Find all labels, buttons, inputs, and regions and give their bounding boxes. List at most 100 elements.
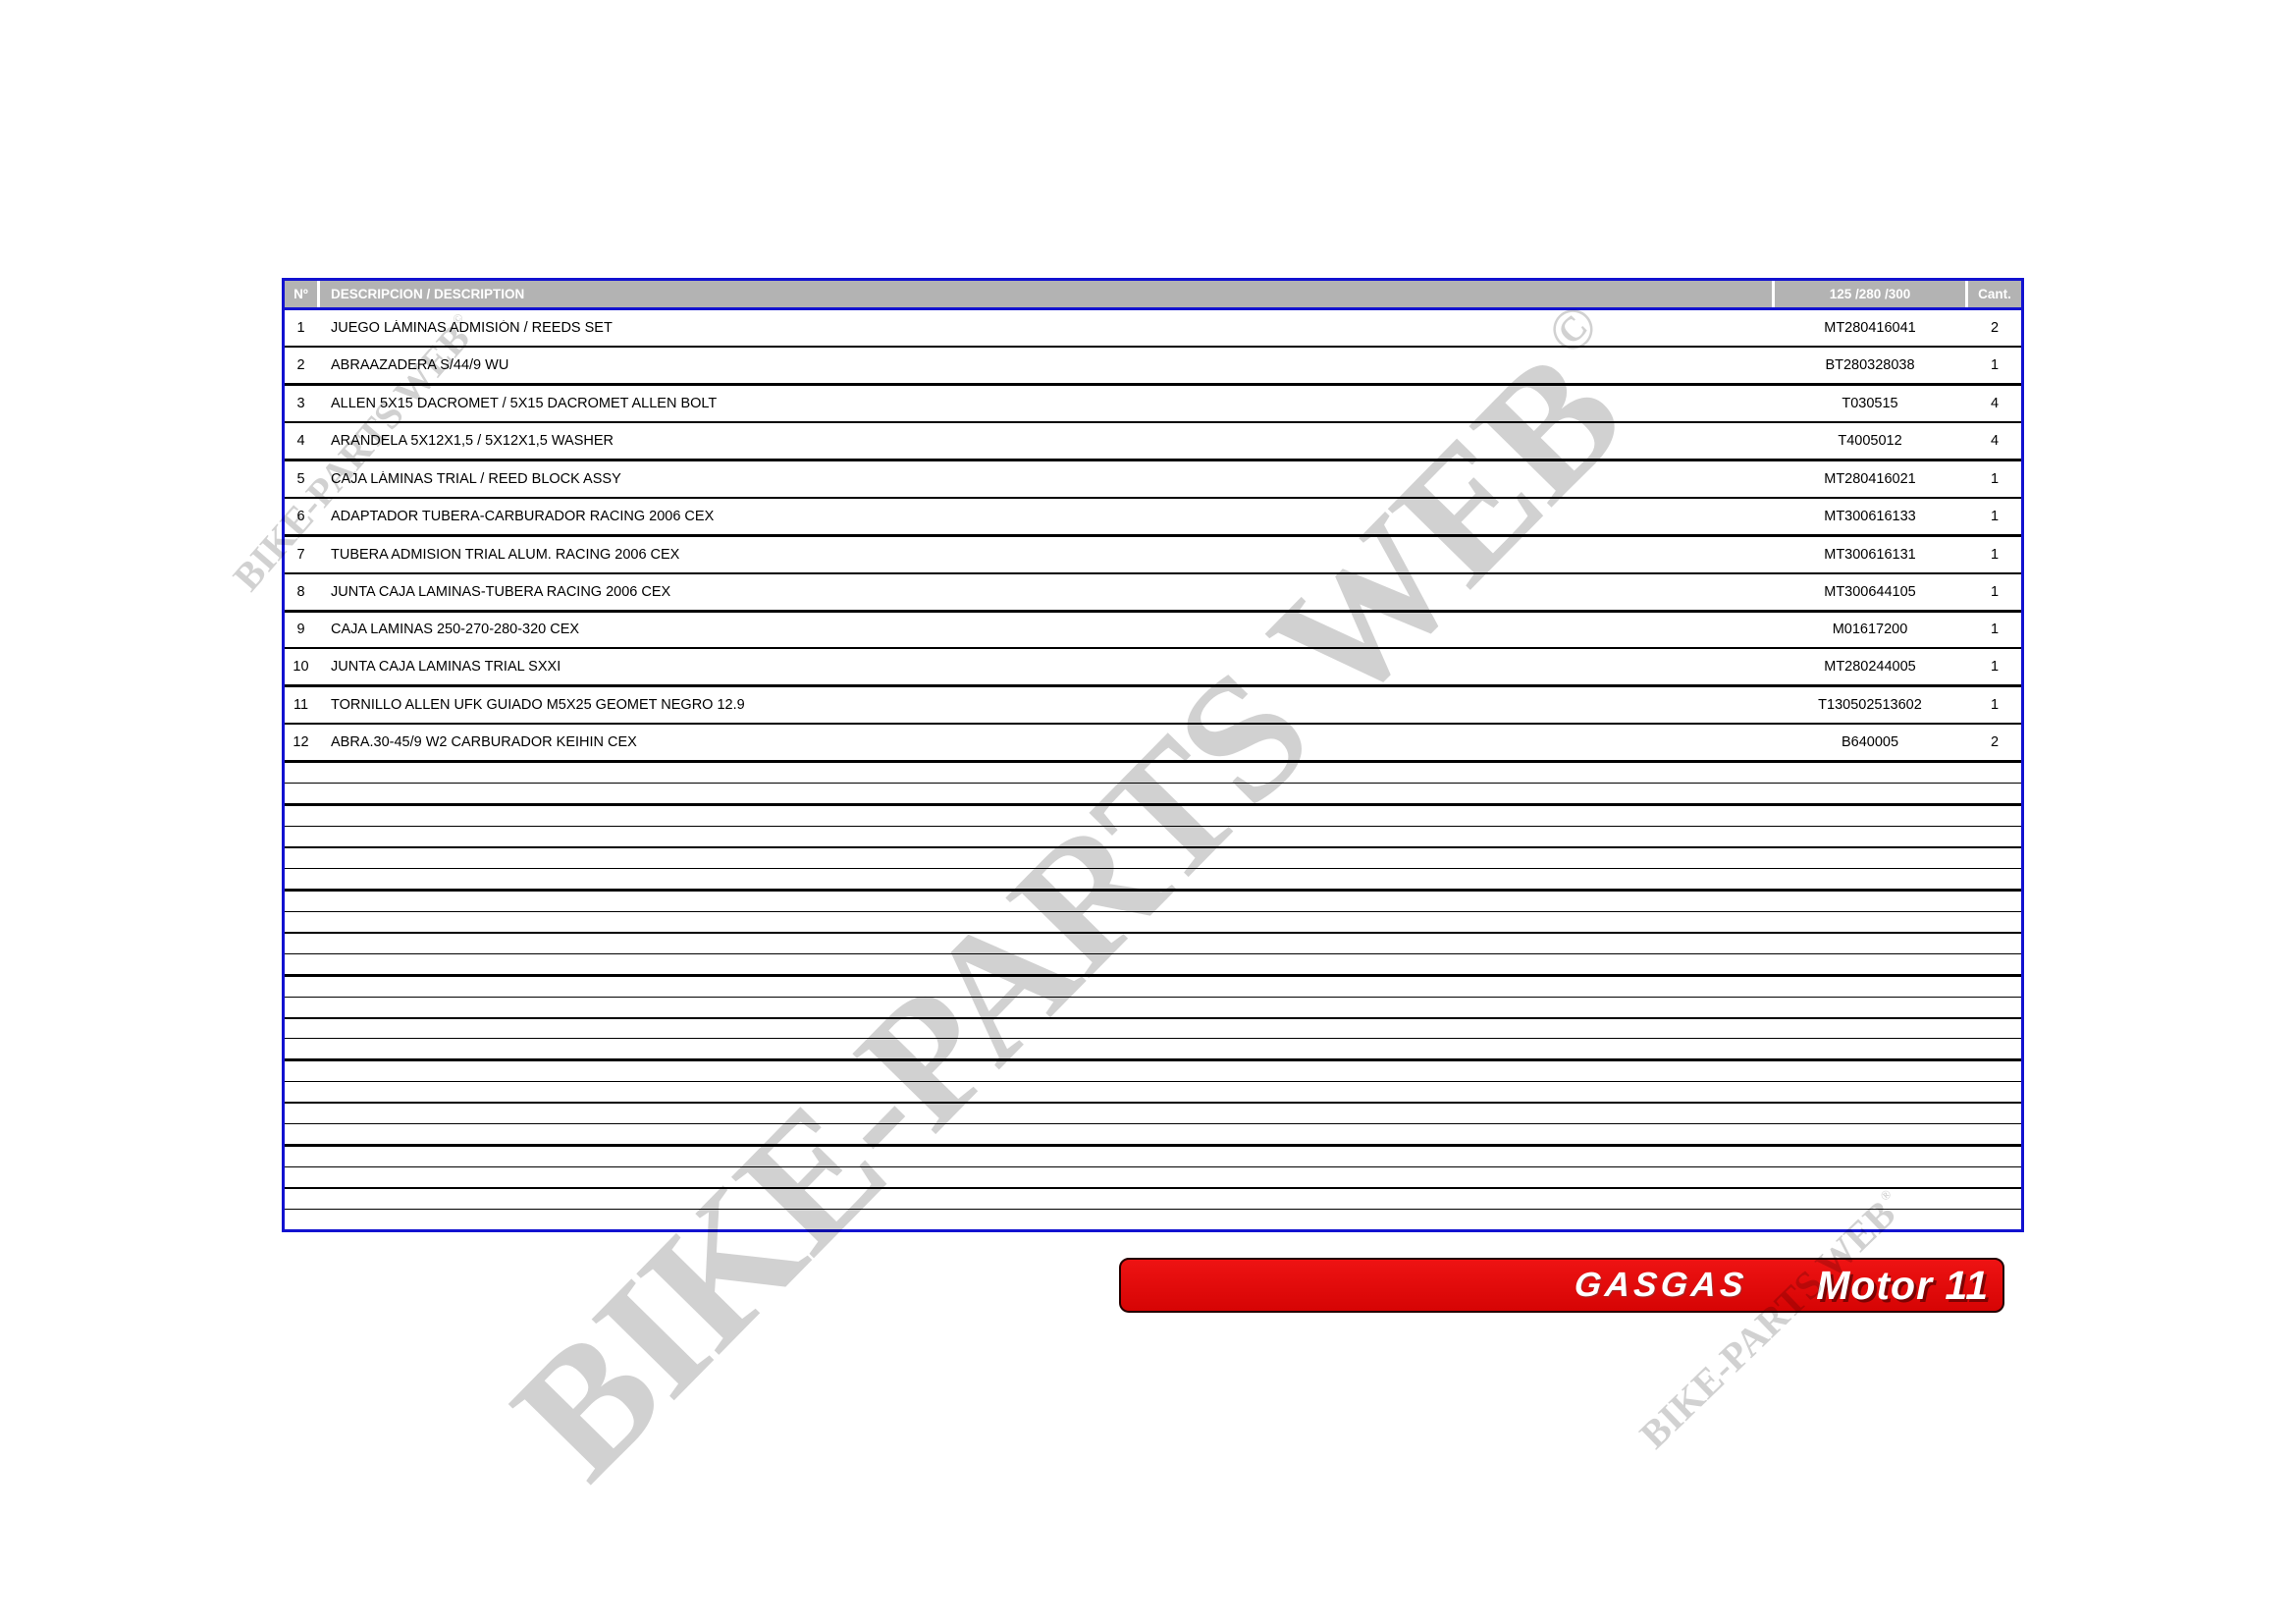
row-description: TUBERA ADMISION TRIAL ALUM. RACING 2006 … <box>331 546 680 563</box>
header-ref: 125 /280 /300 <box>1829 287 1911 301</box>
row-ref: MT280244005 <box>1824 659 1916 676</box>
table-row-empty <box>285 827 2021 848</box>
row-description: ABRA.30-45/9 W2 CARBURADOR KEIHIN CEX <box>331 734 637 751</box>
table-body: 1 JUEGO LÁMINAS ADMISIÓN / REEDS SET MT280… <box>285 310 2021 1229</box>
table-row-empty <box>285 1082 2021 1105</box>
row-number: 7 <box>296 546 305 563</box>
column-gap <box>1965 784 1968 803</box>
column-gap <box>1965 1019 1968 1039</box>
row-description: CAJA LÁMINAS TRIAL / REED BLOCK ASSY <box>331 470 621 487</box>
table-row-empty <box>285 1147 2021 1168</box>
row-description: CAJA LAMINAS 250-270-280-320 CEX <box>331 622 580 638</box>
row-number: 1 <box>296 319 305 336</box>
row-number: 10 <box>293 659 309 676</box>
row-qty: 1 <box>1990 470 2000 487</box>
column-gap <box>317 1061 320 1081</box>
column-gap <box>317 784 320 803</box>
column-gap <box>1772 912 1775 932</box>
table-row-empty <box>285 1167 2021 1189</box>
row-ref: MT300616133 <box>1824 508 1916 524</box>
row-qty: 1 <box>1990 583 2000 600</box>
row-description: JUEGO LÁMINAS ADMISIÓN / REEDS SET <box>331 319 613 336</box>
column-gap <box>317 1039 320 1058</box>
column-gap <box>1965 1061 1968 1081</box>
row-qty: 4 <box>1990 432 2000 449</box>
row-qty: 2 <box>1990 319 2000 336</box>
column-gap <box>1772 1082 1775 1102</box>
column-gap <box>1772 1039 1775 1058</box>
table-row-empty <box>285 848 2021 869</box>
column-gap <box>1965 869 1968 889</box>
table-row-empty <box>285 1124 2021 1148</box>
column-gap <box>1772 827 1775 846</box>
column-gap <box>1772 977 1775 997</box>
table-row-empty <box>285 1061 2021 1083</box>
row-description: ABRAAZADERA S/44/9 WU <box>331 356 509 373</box>
column-gap <box>1772 1104 1775 1123</box>
row-ref: MT300644105 <box>1824 583 1916 600</box>
table-row-empty <box>285 977 2021 998</box>
column-gap <box>1772 848 1775 868</box>
column-gap <box>317 1082 320 1102</box>
column-gap <box>317 1104 320 1123</box>
column-gap <box>317 869 320 889</box>
table-row: 8 JUNTA CAJA LAMINAS-TUBERA RACING 2006 C… <box>285 574 2021 613</box>
table-row: 11 TORNILLO ALLEN UFK GUIADO M5X25 GEOMET… <box>285 687 2021 726</box>
column-gap <box>1965 848 1968 868</box>
table-row-empty <box>285 1104 2021 1125</box>
table-row-empty <box>285 869 2021 892</box>
table-row-empty <box>285 1189 2021 1210</box>
table-row-empty <box>285 1210 2021 1229</box>
row-ref: MT300616131 <box>1824 546 1916 563</box>
table-row: 5 CAJA LÁMINAS TRIAL / REED BLOCK ASSY MT2… <box>285 461 2021 499</box>
row-number: 3 <box>296 395 305 411</box>
column-gap <box>1772 1147 1775 1166</box>
table-row-empty <box>285 998 2021 1019</box>
table-row-empty <box>285 934 2021 954</box>
table-row: 10 JUNTA CAJA LAMINAS TRIAL SXXI MT2802440… <box>285 649 2021 688</box>
table-row-empty <box>285 1039 2021 1062</box>
row-ref: T4005012 <box>1838 432 1902 449</box>
table-header: Nº DESCRIPCION / DESCRIPTION 125 /280 /3… <box>285 281 2021 310</box>
column-gap <box>1772 806 1775 826</box>
row-number: 4 <box>296 432 305 449</box>
column-gap <box>1772 869 1775 889</box>
row-qty: 1 <box>1990 659 2000 676</box>
column-gap <box>317 827 320 846</box>
row-qty: 1 <box>1990 697 2000 714</box>
row-number: 6 <box>296 508 305 524</box>
column-gap <box>1965 806 1968 826</box>
header-separator <box>1772 281 1775 307</box>
row-description: ARANDELA 5X12X1,5 / 5X12X1,5 WASHER <box>331 432 614 449</box>
header-qty: Cant. <box>1978 287 2011 301</box>
row-ref: T030515 <box>1842 395 1898 411</box>
table-row-empty <box>285 784 2021 807</box>
column-gap <box>1772 998 1775 1017</box>
column-gap <box>1965 934 1968 953</box>
gasgas-logo: GASGAS <box>1573 1266 1750 1304</box>
column-gap <box>1965 998 1968 1017</box>
column-gap <box>317 1147 320 1166</box>
column-gap <box>317 934 320 953</box>
parts-table: Nº DESCRIPCION / DESCRIPTION 125 /280 /3… <box>282 278 2024 1232</box>
row-qty: 1 <box>1990 508 2000 524</box>
column-gap <box>317 763 320 783</box>
row-description: ALLEN 5X15 DACROMET / 5X15 DACROMET ALLE… <box>331 395 718 411</box>
column-gap <box>1965 1167 1968 1187</box>
table-row: 7 TUBERA ADMISION TRIAL ALUM. RACING 2006… <box>285 537 2021 574</box>
row-description: ADAPTADOR TUBERA-CARBURADOR RACING 2006 … <box>331 508 715 524</box>
brand-banner: GASGAS Motor 11 <box>1119 1258 2004 1313</box>
column-gap <box>317 848 320 868</box>
column-gap <box>317 892 320 911</box>
column-gap <box>317 806 320 826</box>
column-gap <box>1772 784 1775 803</box>
table-row: 9 CAJA LAMINAS 250-270-280-320 CEX M016172… <box>285 613 2021 650</box>
table-row-empty <box>285 954 2021 977</box>
column-gap <box>1772 1189 1775 1209</box>
column-gap <box>1772 1124 1775 1144</box>
column-gap <box>1965 1147 1968 1166</box>
column-gap <box>1772 892 1775 911</box>
column-gap <box>317 1124 320 1144</box>
row-number: 12 <box>293 734 309 751</box>
table-row-empty <box>285 763 2021 785</box>
